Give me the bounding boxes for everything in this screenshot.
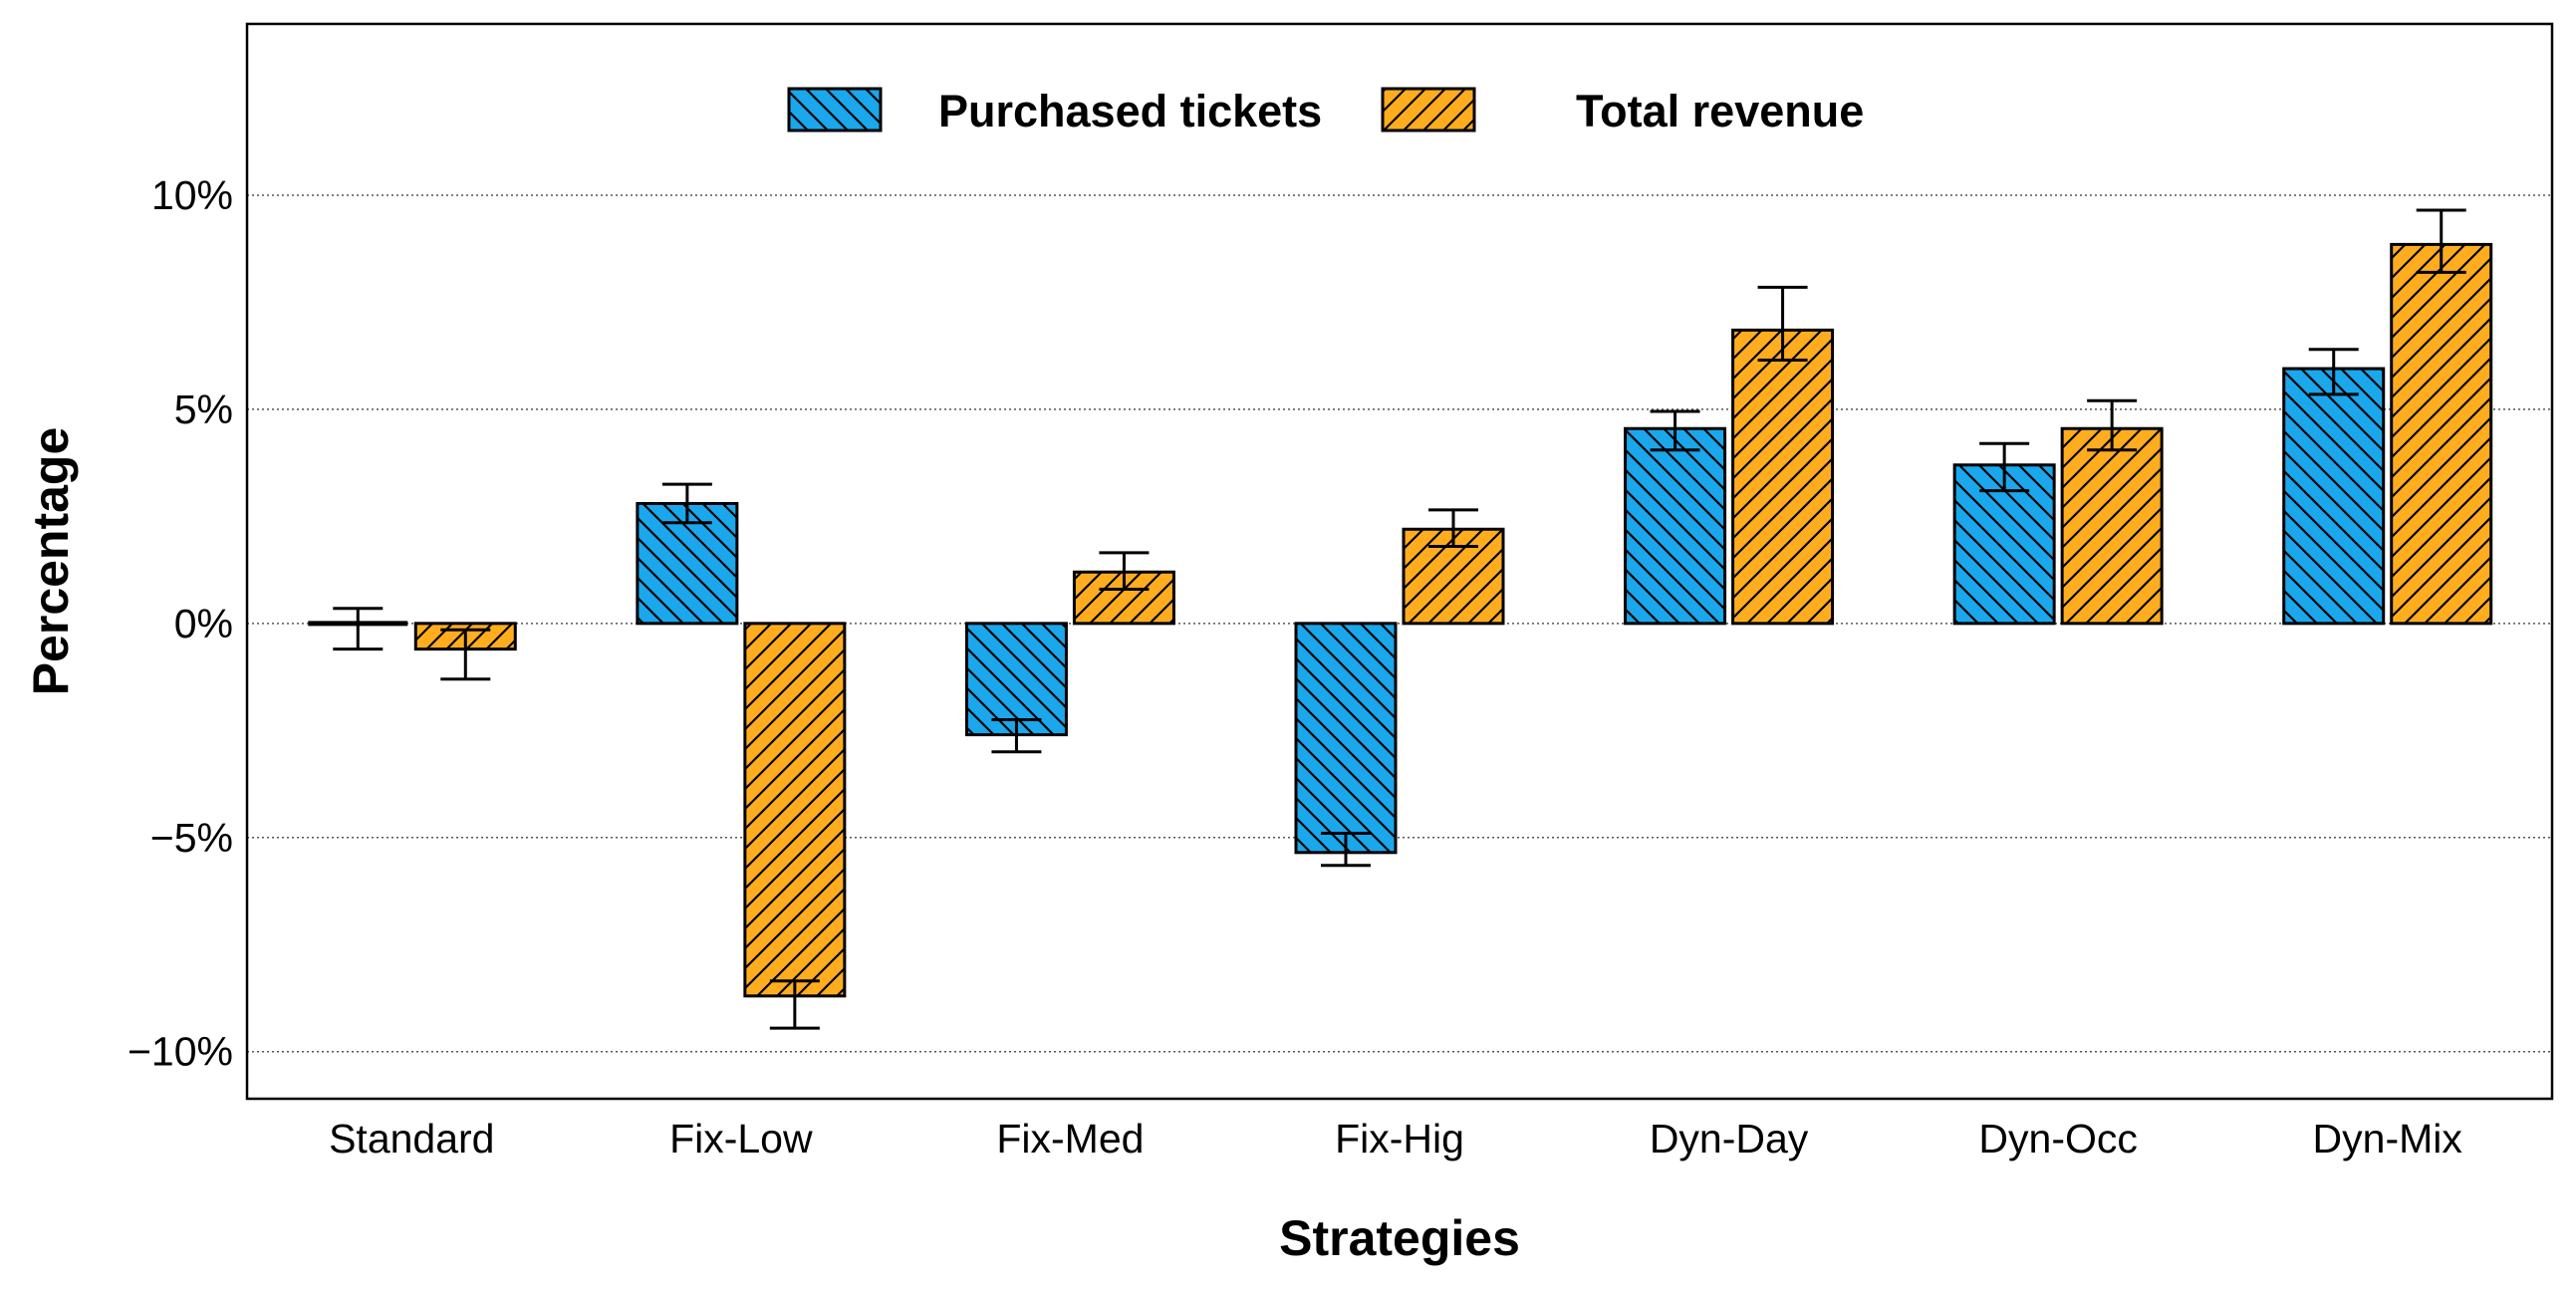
y-tick-label: −10% — [128, 1029, 233, 1075]
bar-total-revenue — [2390, 242, 2493, 626]
y-tick-label: 10% — [151, 172, 233, 218]
bar-hatch — [2060, 426, 2164, 626]
error-bar — [769, 979, 820, 1030]
x-axis-title: Strategies — [1279, 1210, 1520, 1266]
grid-lines — [247, 194, 2552, 1053]
bar-hatch — [1624, 426, 1727, 626]
bar-hatch — [1294, 622, 1398, 855]
legend-item: Purchased tickets — [787, 86, 1322, 136]
error-bar — [333, 607, 384, 651]
legend-swatch — [787, 87, 883, 132]
x-tick-label: Fix-Hig — [1335, 1116, 1464, 1162]
bar-purchased-tickets — [1624, 426, 1727, 626]
x-axis-ticks: Standard Fix-Low Fix-Med Fix-Hig Dyn-Day Dyn-… — [329, 1116, 2462, 1162]
error-bar — [440, 628, 491, 681]
y-axis-ticks: 10% 5% 0% −5% −10% — [128, 172, 233, 1075]
error-bar — [991, 718, 1042, 754]
bar-purchased-tickets — [1952, 463, 2056, 626]
error-bar — [1428, 508, 1478, 548]
y-tick-label: −5% — [150, 815, 233, 861]
x-tick-label: Dyn-Mix — [2313, 1116, 2463, 1162]
bar-total-revenue — [2060, 426, 2164, 626]
error-bar — [2416, 208, 2466, 274]
error-bar — [2087, 398, 2138, 452]
error-bar — [1979, 441, 2030, 493]
bar-purchased-tickets — [964, 622, 1068, 737]
bar-total-revenue — [743, 622, 847, 998]
plot-frame — [245, 22, 2554, 1101]
bar-hatch — [964, 622, 1068, 737]
legend-swatch — [1381, 87, 1476, 132]
x-tick-label: Dyn-Occ — [1978, 1116, 2137, 1162]
error-bar — [1650, 409, 1700, 452]
error-bars — [333, 208, 2466, 1030]
error-bar — [1099, 551, 1150, 591]
error-bar — [1321, 831, 1371, 868]
y-axis-title: Percentage — [23, 427, 79, 696]
error-bar — [2308, 348, 2359, 396]
x-tick-label: Standard — [329, 1116, 494, 1162]
legend-label: Total revenue — [1576, 86, 1864, 136]
bar-purchased-tickets — [2282, 367, 2386, 626]
bar-hatch — [2390, 242, 2493, 626]
bar-hatch — [743, 622, 847, 998]
y-tick-label: 5% — [174, 387, 233, 432]
bar-total-revenue — [1731, 328, 1835, 626]
legend-item: Total revenue — [1381, 86, 1864, 136]
y-tick-label: 0% — [174, 601, 233, 646]
bars — [308, 242, 2493, 998]
error-bar — [1757, 285, 1808, 362]
x-tick-label: Dyn-Day — [1650, 1116, 1809, 1162]
x-tick-label: Fix-Med — [996, 1116, 1144, 1162]
legend: Purchased tickets Total revenue — [787, 86, 1864, 136]
bar-hatch — [2282, 367, 2386, 626]
x-tick-label: Fix-Low — [669, 1116, 813, 1162]
error-bar — [661, 482, 712, 525]
bar-hatch — [1731, 328, 1835, 626]
bar-purchased-tickets — [1294, 622, 1398, 855]
legend-label: Purchased tickets — [938, 86, 1322, 136]
